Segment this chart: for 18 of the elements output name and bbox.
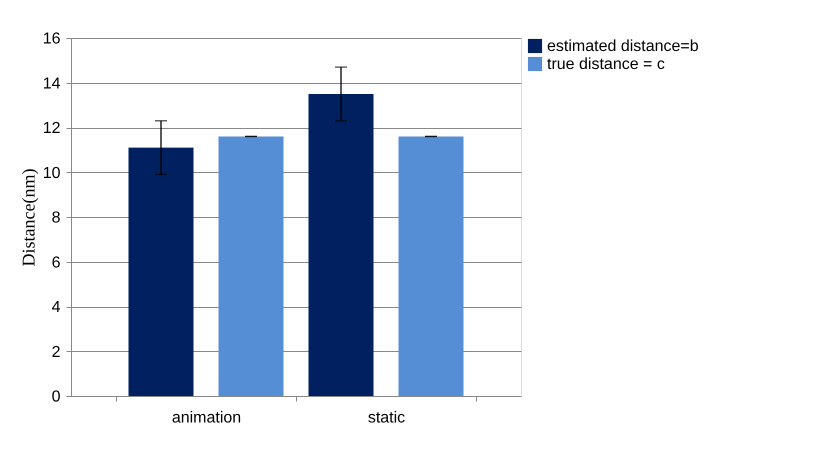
bar	[128, 148, 194, 396]
y-tick-label: 4	[52, 299, 61, 316]
legend-label: true distance = c	[547, 56, 665, 73]
y-tick-label: 8	[52, 210, 61, 226]
x-tick-label: animation	[172, 410, 242, 426]
legend-label: estimated distance=b	[547, 38, 699, 55]
y-tick-label: 6	[52, 254, 61, 272]
bar	[398, 136, 464, 396]
bar	[308, 94, 374, 396]
y-axis-title: Distance(nm)	[18, 168, 39, 266]
x-tick-label: static	[368, 410, 406, 426]
y-tick-label: 16	[42, 30, 61, 48]
y-tick-label: 14	[42, 75, 61, 92]
y-tick-label: 2	[52, 344, 61, 361]
y-tick-label: 10	[42, 164, 61, 182]
y-tick-label: 12	[42, 120, 61, 137]
y-tick-label: 0	[52, 388, 61, 406]
bar	[218, 136, 284, 396]
